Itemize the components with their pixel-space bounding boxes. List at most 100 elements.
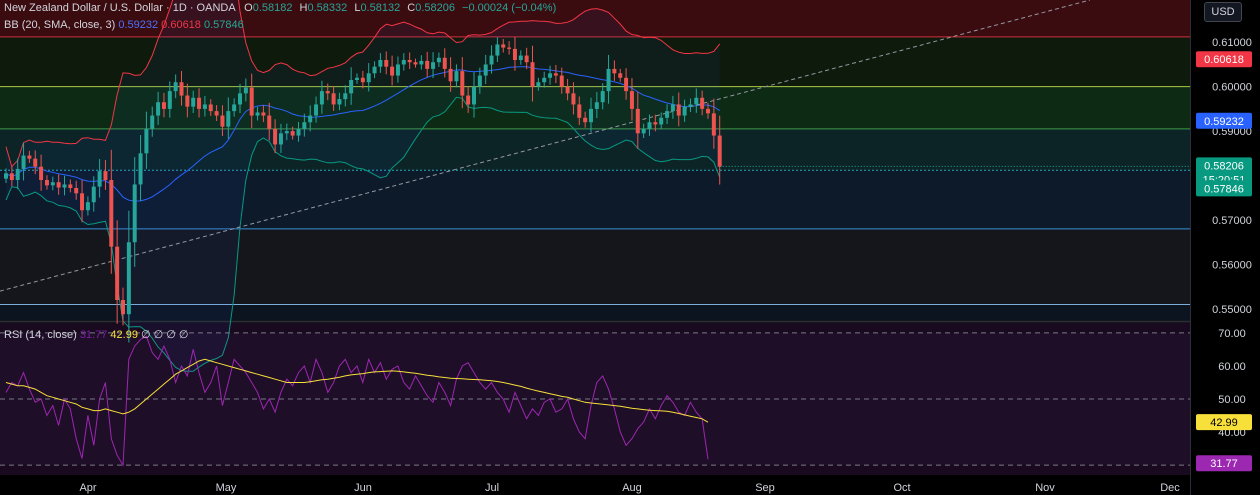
bb-lower-value: 0.57846	[203, 19, 244, 31]
rsi-legend: RSI (14, close) 31.77 42.99 ∅ ∅ ∅ ∅	[4, 328, 189, 341]
low-label: L	[354, 2, 361, 14]
candle-body	[255, 112, 260, 116]
candle-body	[179, 82, 184, 96]
badge-last-bg	[1196, 157, 1252, 188]
time-tick-jun: Jun	[354, 482, 372, 494]
candle-body	[349, 80, 354, 94]
candle-body	[571, 93, 576, 105]
candle-body	[407, 60, 412, 63]
candle-body	[448, 68, 453, 82]
close-value: 0.58206	[415, 2, 455, 14]
candle-body	[343, 93, 348, 100]
candle-body	[197, 97, 202, 109]
candle-body	[670, 104, 675, 112]
candle-body	[372, 66, 377, 74]
candle-body	[91, 186, 96, 203]
candle-body	[232, 104, 237, 112]
candle-body	[121, 300, 125, 315]
price-tick-label: 0.55000	[1212, 304, 1252, 316]
candle-body	[284, 131, 289, 134]
rsi-value: 31.77	[79, 329, 108, 341]
badge-bb-upper-bg	[1196, 51, 1252, 68]
currency-button[interactable]: USD	[1204, 2, 1242, 22]
price-tick-label: 0.60000	[1212, 82, 1252, 94]
candle-body	[185, 95, 190, 107]
candle-body	[413, 62, 418, 65]
price-tick-label: 0.59000	[1212, 126, 1252, 138]
candle-body	[600, 91, 605, 103]
price-tick-label: 0.57000	[1212, 215, 1252, 227]
candle-body	[15, 168, 20, 180]
time-axis-bg	[0, 476, 1190, 495]
candle-body	[144, 128, 149, 154]
candle-body	[442, 57, 447, 69]
candle-body	[173, 82, 178, 92]
candle-body	[612, 68, 617, 74]
candle-body	[553, 73, 558, 76]
candle-body	[302, 122, 307, 129]
candle-body	[653, 122, 658, 125]
candle-body	[74, 188, 79, 194]
candle-body	[477, 75, 482, 87]
candle-body	[337, 99, 342, 105]
symbol-title: New Zealand Dollar / U.S. Dollar · 1D · …	[4, 2, 236, 14]
candle-body	[717, 135, 722, 167]
rsi-band	[0, 332, 1190, 466]
time-tick-oct: Oct	[893, 482, 910, 494]
candle-body	[659, 117, 664, 125]
candle-body	[606, 68, 611, 92]
candle-body	[431, 62, 436, 69]
candle-body	[115, 246, 120, 300]
candle-body	[226, 111, 231, 127]
candle-body	[85, 202, 90, 211]
candle-body	[635, 108, 640, 134]
candle-body	[238, 93, 242, 105]
candle-body	[68, 184, 73, 188]
rsi-ma-line	[5, 358, 709, 423]
time-tick-jul: Jul	[485, 482, 499, 494]
candle-body	[27, 155, 32, 159]
candle-body	[80, 193, 85, 211]
candle-body	[109, 180, 114, 247]
candle-body	[483, 64, 488, 76]
candle-body	[565, 86, 570, 94]
candle-body	[682, 106, 687, 116]
candle-body	[530, 62, 535, 87]
bb-upper-line	[5, 0, 721, 168]
bb-lower-line	[5, 96, 721, 372]
badge-bb-basis-bg	[1196, 112, 1252, 129]
candle-body	[62, 184, 67, 188]
candle-body	[512, 48, 517, 60]
candle-body	[624, 77, 629, 92]
candle-body	[536, 82, 541, 87]
open-label: O	[244, 2, 253, 14]
trend-line	[0, 0, 1091, 292]
candle-body	[208, 104, 213, 112]
bb-upper-value: 0.60618	[161, 19, 201, 31]
candle-body	[220, 115, 225, 127]
candle-body	[366, 73, 371, 83]
rsi-tick-label: 50.00	[1218, 394, 1246, 406]
candle-body	[249, 87, 254, 116]
candle-body	[97, 171, 102, 187]
candle-body	[401, 60, 406, 65]
candle-body	[278, 133, 283, 145]
candle-body	[319, 91, 324, 105]
candle-body	[548, 73, 553, 78]
candle-body	[495, 44, 500, 56]
candle-body	[700, 97, 705, 109]
rsi-tick-label: 70.00	[1218, 328, 1246, 340]
candle-body	[507, 47, 512, 49]
candle-body	[706, 108, 710, 114]
candle-body	[665, 111, 670, 118]
candle-body	[290, 131, 295, 136]
rsi-line	[5, 335, 709, 467]
badge-bb-lower-bg	[1196, 180, 1252, 197]
candle-body	[489, 55, 494, 65]
candle-body	[647, 122, 652, 129]
candle-body	[296, 128, 301, 136]
badge-rsi: 31.77	[1210, 458, 1238, 470]
candle-body	[132, 184, 137, 243]
candle-body	[44, 180, 49, 186]
